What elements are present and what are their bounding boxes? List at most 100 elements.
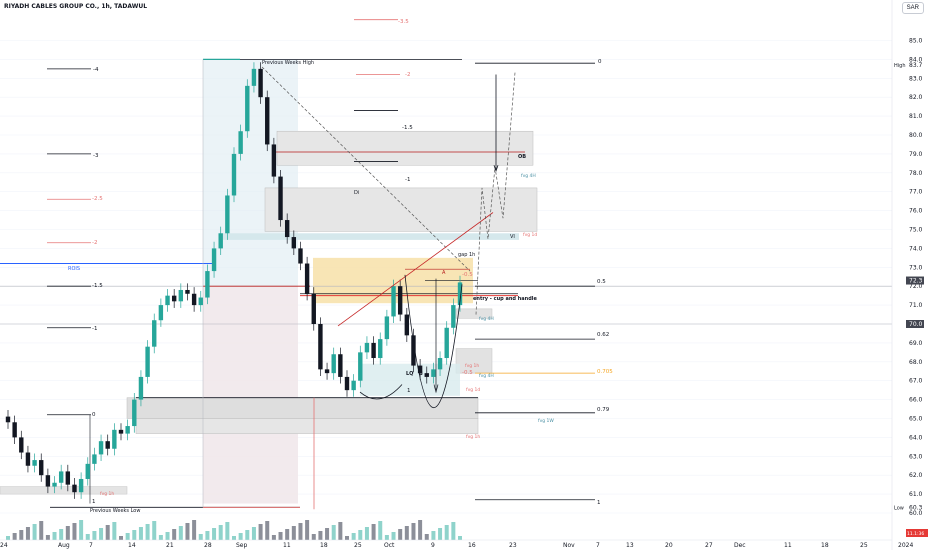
candle-body: [238, 131, 243, 154]
volume-bar: [79, 520, 84, 540]
candle-body: [271, 144, 277, 177]
candle-body: [165, 295, 170, 306]
fib-level-label: -1: [405, 177, 410, 183]
price-tick-label: 83.0: [909, 75, 923, 82]
x-tick-label: 25: [354, 542, 362, 549]
volume-bar: [19, 530, 24, 540]
price-tick-label: 71.0: [909, 302, 923, 309]
volume-bar: [212, 528, 217, 540]
fib-level-label: -2: [405, 72, 410, 78]
candle-body: [265, 97, 270, 145]
fvg-1d-label: fvg 1d: [523, 232, 537, 238]
volume-bar: [424, 534, 429, 540]
di-label: Di: [354, 190, 359, 196]
fib-level-label: -2.5: [92, 196, 103, 202]
volume-bar: [172, 529, 177, 540]
volume-bar: [85, 534, 90, 540]
volume-bar: [458, 536, 462, 540]
fib-level-label: -0.5: [462, 272, 473, 278]
volume-bar: [198, 534, 203, 540]
price-tag-value: 83.7: [909, 62, 923, 69]
volume-bar: [238, 533, 243, 540]
price-tick-label: 78.0: [909, 170, 923, 177]
x-tick-label: 25: [860, 542, 868, 549]
fib-level-label: 0.79: [597, 407, 610, 413]
candle-body: [397, 286, 403, 315]
candle-body: [191, 293, 197, 306]
candle-body: [324, 369, 330, 374]
fib-level-label: 0.62: [597, 332, 609, 338]
price-tick-label: 85.0: [909, 38, 923, 45]
x-tick-label: 7: [89, 542, 93, 549]
volume-bar: [431, 531, 436, 540]
price-tag-label: High: [894, 63, 906, 69]
fvg-4h-label-2: fvg 4H: [479, 316, 494, 322]
fib-level-label: 1: [597, 500, 601, 506]
price-tick-label: 67.0: [909, 378, 923, 385]
fib-level-label: 0: [598, 59, 602, 65]
candle-body: [304, 263, 310, 294]
fvg-1w-box: [126, 397, 479, 419]
projection-path: [475, 72, 516, 315]
volume-bar: [192, 520, 197, 540]
ob-zone: [276, 130, 534, 166]
candle-body: [318, 324, 323, 370]
volume-bar: [258, 524, 263, 540]
volume-bar: [285, 529, 290, 540]
volume-bar: [245, 530, 250, 540]
candle-body: [52, 482, 57, 487]
volume-bar: [125, 533, 130, 540]
price-tick-label: 76.0: [909, 208, 923, 215]
volume-bar: [378, 521, 383, 540]
x-tick-label: 23: [509, 542, 517, 549]
rois-label: ROIS: [68, 266, 80, 272]
price-tick-label: 72.0: [909, 283, 923, 290]
previous-weeks-high-label: Previous Weeks High: [262, 60, 314, 66]
candle-body: [384, 316, 390, 340]
lq-zone: [360, 363, 460, 396]
candle-body: [32, 460, 37, 466]
fvg-1h-box: [135, 418, 479, 434]
volume-bar: [311, 534, 316, 540]
price-tick-label: 60.0: [909, 510, 923, 517]
entry-label: entry - cup and handle: [473, 296, 538, 302]
volume-bar: [404, 526, 409, 540]
projection-arrow-head: [493, 165, 499, 173]
x-tick-label: 28: [204, 542, 212, 549]
price-tick-label: 69.0: [909, 340, 923, 347]
fib-level-label: 1: [92, 499, 96, 505]
candle-body: [424, 373, 429, 377]
volume-bar: [444, 525, 449, 540]
b-label: B: [419, 371, 423, 377]
fvg-4h-label: fvg 4H: [521, 173, 536, 179]
price-tag-label: Low: [894, 505, 904, 511]
volume-bar: [291, 526, 296, 540]
zone-sep-pink: [203, 286, 298, 504]
candle-body: [371, 342, 376, 359]
candle-body: [344, 376, 350, 391]
volume-bar: [12, 533, 17, 540]
candle-body: [98, 441, 104, 455]
candle-body: [225, 195, 230, 234]
volume-bar: [132, 530, 137, 540]
candle-body: [258, 68, 263, 98]
volume-bar: [25, 527, 30, 540]
volume-bar: [384, 535, 389, 540]
volume-bar: [52, 532, 57, 540]
candle-body: [457, 282, 463, 306]
candle-body: [311, 293, 316, 324]
currency-button[interactable]: SAR: [901, 2, 924, 14]
price-tick-label: 61.0: [909, 491, 923, 498]
x-tick-label: 11: [283, 542, 291, 549]
candle-body: [132, 399, 137, 427]
volume-bar: [232, 536, 236, 540]
vi-band: [222, 233, 519, 240]
volume-bar: [398, 529, 403, 540]
price-tag-value: 60.3: [909, 504, 923, 511]
price-tick-label: 64.0: [909, 434, 923, 441]
trend-line-red: [337, 212, 494, 327]
volume-bar: [271, 535, 276, 540]
price-badge-label: 70.0: [909, 321, 923, 328]
price-tick-label: 73.0: [909, 264, 923, 271]
